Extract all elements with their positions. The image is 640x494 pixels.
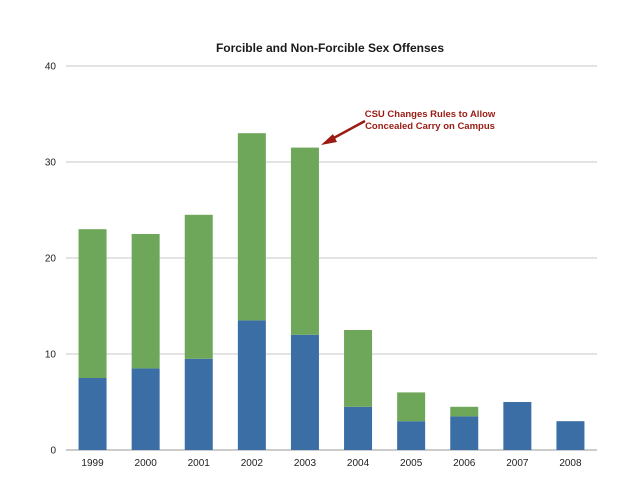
bar-2002-forcible — [237, 320, 266, 450]
bar-2001-forcible — [184, 358, 213, 450]
x-tick-label: 2008 — [559, 458, 582, 469]
x-tick-label: 1999 — [81, 458, 104, 469]
bar-1999-non-forcible — [78, 229, 107, 378]
chart-title: Forcible and Non-Forcible Sex Offenses — [216, 41, 444, 55]
y-tick-label: 10 — [45, 350, 57, 361]
bar-2008-forcible — [556, 421, 585, 450]
bar-2006-non-forcible — [450, 406, 479, 417]
y-tick-label: 30 — [45, 158, 57, 169]
x-axis-ticks: 1999 2000 2001 2002 2003 2004 2005 2006 2007 2008 — [81, 458, 582, 469]
annotation-line-1: CSU Changes Rules to Allow — [365, 109, 496, 120]
bar-2005-forcible — [397, 421, 426, 450]
bar-2005-non-forcible — [397, 392, 426, 422]
x-tick-label: 2003 — [294, 458, 317, 469]
bar-2003-non-forcible — [290, 147, 319, 335]
bar-2002-non-forcible — [237, 133, 266, 321]
y-tick-label: 20 — [45, 254, 57, 265]
y-tick-label: 40 — [45, 62, 57, 73]
bar-2007-forcible — [503, 402, 532, 450]
bar-2004-forcible — [344, 406, 373, 450]
x-tick-label: 2001 — [188, 458, 211, 469]
annotation-arrow-line — [329, 119, 366, 142]
x-tick-label: 2004 — [347, 458, 370, 469]
bar-2001-non-forcible — [184, 214, 213, 359]
y-axis-ticks: 0 10 20 30 40 — [45, 62, 57, 457]
bar-2003-forcible — [290, 334, 319, 450]
bar-2000-non-forcible — [131, 234, 160, 369]
x-tick-label: 2007 — [506, 458, 529, 469]
annotation-line-2: Concealed Carry on Campus — [365, 121, 495, 132]
y-tick-label: 0 — [50, 446, 56, 457]
annotation: CSU Changes Rules to Allow Concealed Car… — [321, 109, 496, 145]
bars — [78, 133, 585, 450]
x-tick-label: 2005 — [400, 458, 423, 469]
x-tick-label: 2002 — [241, 458, 264, 469]
bar-1999-forcible — [78, 378, 107, 450]
bar-2000-forcible — [131, 368, 160, 450]
bar-2004-non-forcible — [344, 330, 373, 407]
x-tick-label: 2006 — [453, 458, 476, 469]
x-tick-label: 2000 — [135, 458, 158, 469]
annotation-arrow-head — [321, 134, 337, 145]
bar-2006-forcible — [450, 416, 479, 450]
